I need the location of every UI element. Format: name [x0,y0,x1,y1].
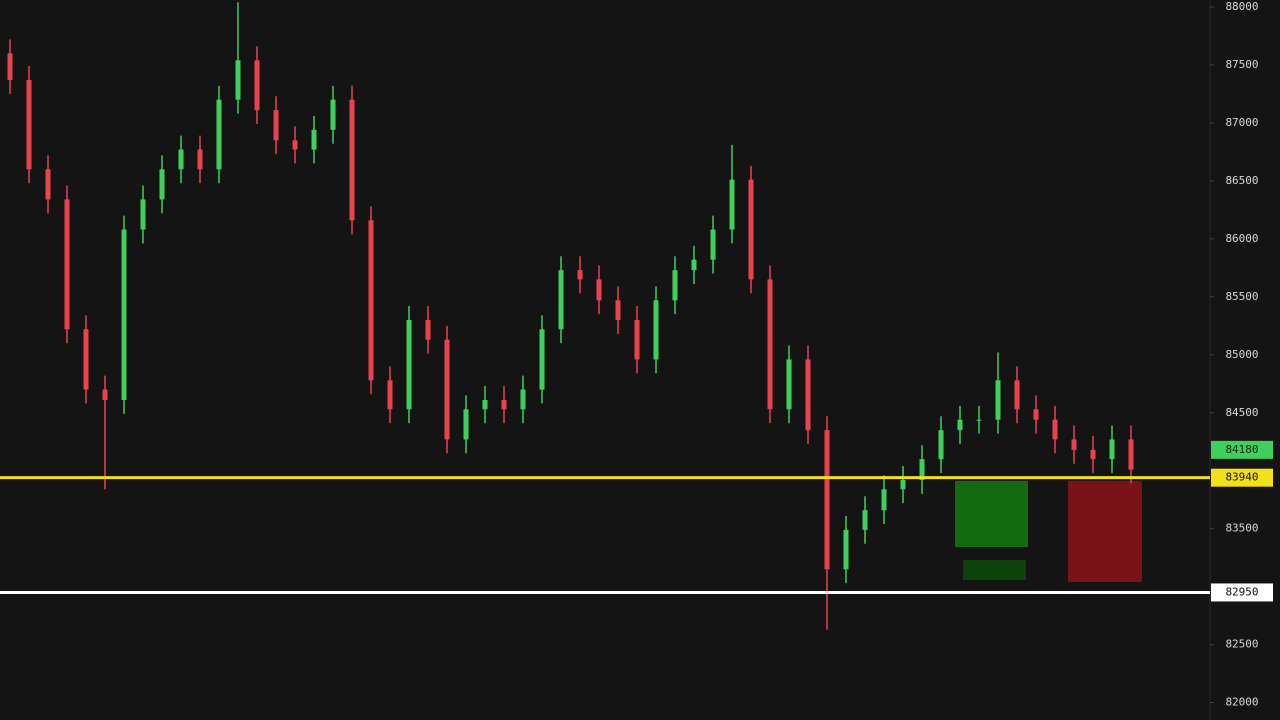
candle-body [767,279,773,410]
candle-body [634,320,640,360]
position-box [963,560,1026,580]
candle-body [444,339,450,440]
candle-body [748,179,754,280]
candle-body [273,110,279,141]
y-tick-label: 82000 [1225,696,1258,709]
level-label-box [1211,583,1273,602]
level-label: 83940 [1225,471,1258,484]
candle-body [330,99,336,130]
level-label-box [1211,468,1273,487]
candle-body [83,329,89,390]
candle-body [178,149,184,170]
y-tick-label: 85500 [1225,290,1258,303]
y-tick-label: 85000 [1225,348,1258,361]
candle-body [311,129,317,150]
candle-body [463,409,469,440]
candle-body [121,229,127,400]
candle-body [539,329,545,390]
candle-body [672,270,678,301]
position-box [1068,481,1142,582]
candle-body [653,300,659,360]
candle-body [1128,439,1134,470]
candle-body [45,169,51,200]
candle-body [1052,419,1058,440]
candle-body [843,529,849,570]
y-tick-label: 83500 [1225,522,1258,535]
y-tick-label: 87000 [1225,116,1258,129]
candle-body [425,320,431,340]
candle-body [235,60,241,100]
level-label: 82950 [1225,585,1258,598]
candle-body [368,220,374,381]
y-tick-label: 82500 [1225,638,1258,651]
candle-body [197,149,203,170]
last-price-box [1211,440,1273,459]
candle-body [140,199,146,230]
candle-body [216,99,222,170]
candle-body [64,199,70,330]
candle-body [900,480,906,490]
candle-body [558,270,564,330]
candle-body [1071,439,1077,450]
candle-body [938,430,944,460]
candle-body [1109,439,1115,460]
candle-body [862,510,868,530]
y-tick-label: 88000 [1225,0,1258,13]
candle-body [805,359,811,431]
candle-body [254,60,260,111]
candle-body [102,389,108,400]
candle-body [824,430,830,570]
y-tick-label: 84500 [1225,406,1258,419]
candle-body [786,359,792,410]
candle-body [482,400,488,410]
y-tick-label: 86500 [1225,174,1258,187]
candle-body [406,320,412,410]
y-tick-label: 87500 [1225,58,1258,71]
candle-body [501,400,507,410]
position-box [955,481,1028,547]
candle-body [292,140,298,150]
candle-body [596,279,602,301]
candle-body [710,229,716,260]
candle-body [520,389,526,410]
candle-body [729,179,735,230]
last-price-label: 84180 [1225,443,1258,456]
candle-body [26,80,32,170]
candle-body [919,459,925,480]
candle-body [7,53,13,80]
candle-body [159,169,165,200]
y-tick-label: 86000 [1225,232,1258,245]
candle-body [957,419,963,431]
candle-body [976,419,982,421]
candle-body [1090,449,1096,460]
candle-body [615,300,621,320]
candle-body [691,259,697,271]
candle-body [995,380,1001,420]
candle-body [349,99,355,221]
candle-body [1014,380,1020,410]
candle-body [387,380,393,410]
candle-body [577,270,583,280]
candle-body [1033,409,1039,420]
candle-body [881,489,887,511]
